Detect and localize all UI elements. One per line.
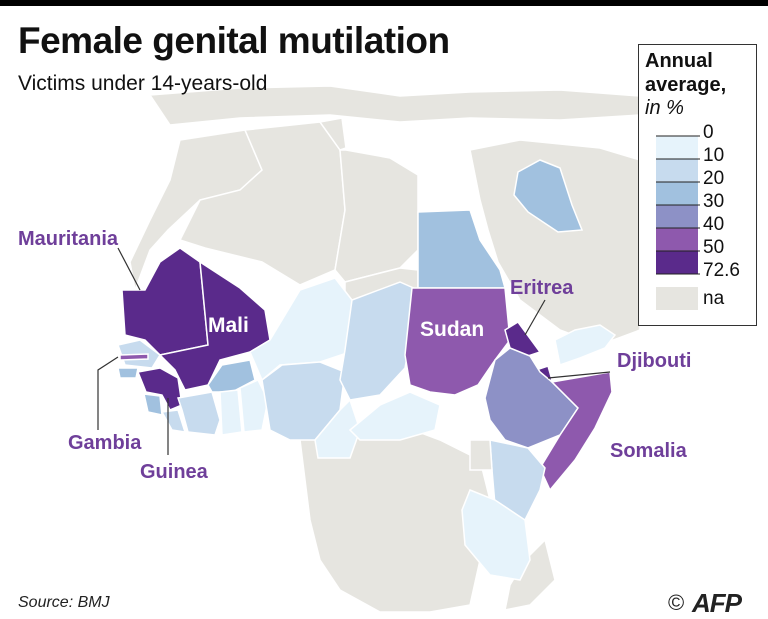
label-somalia: Somalia xyxy=(610,440,687,462)
kenya xyxy=(489,439,546,522)
legend-title: Annual average, xyxy=(645,49,726,97)
legend: Annual average, in % 0 10 20 30 40 50 72… xyxy=(638,44,757,326)
label-gambia: Gambia xyxy=(68,432,142,454)
togo-benin xyxy=(239,379,269,433)
libya xyxy=(334,149,419,283)
legend-swatch-0-10 xyxy=(656,136,698,159)
legend-title-line1: Annual xyxy=(645,50,713,72)
label-sudan: Sudan xyxy=(420,318,485,341)
legend-swatch-50-72 xyxy=(656,251,698,274)
uganda xyxy=(469,439,493,471)
liberia xyxy=(160,409,187,433)
afp-logo: AFP xyxy=(692,588,742,618)
tunisia xyxy=(318,117,347,151)
legend-tick-30: 30 xyxy=(703,191,725,212)
gambia-leader xyxy=(97,356,119,430)
ghana xyxy=(219,389,243,436)
guinea xyxy=(136,367,183,411)
data-countries xyxy=(117,159,617,581)
mauritania-leader xyxy=(117,247,141,291)
legend-swatch-na xyxy=(656,287,698,310)
legend-unit: in % xyxy=(645,97,684,119)
gambia xyxy=(119,353,149,361)
legend-swatch-30-40 xyxy=(656,205,698,228)
legend-na-label: na xyxy=(703,288,725,309)
legend-tick-20: 20 xyxy=(703,168,725,189)
burkina-faso xyxy=(207,359,256,393)
eritrea xyxy=(504,320,542,357)
legend-swatch-20-30 xyxy=(656,182,698,205)
legend-swatches xyxy=(656,135,700,310)
source-note: Source: BMJ xyxy=(18,594,110,611)
yemen xyxy=(554,324,617,366)
sudan xyxy=(404,287,511,396)
top-rule xyxy=(0,0,768,6)
middle-east-land xyxy=(469,139,641,346)
leader-lines xyxy=(97,247,611,455)
label-mauritania: Mauritania xyxy=(18,228,119,250)
legend-tick-72: 72.6 xyxy=(703,260,740,281)
legend-tick-40: 40 xyxy=(703,214,725,235)
copyright-symbol: © xyxy=(668,590,685,615)
tanzania xyxy=(461,489,531,581)
legend-swatch-40-50 xyxy=(656,228,698,251)
label-djibouti: Djibouti xyxy=(617,350,692,372)
legend-tick-0: 0 xyxy=(703,122,714,143)
chad-fgm xyxy=(339,281,419,401)
guinea-bissau xyxy=(117,367,139,379)
djibouti-leader xyxy=(547,371,611,379)
legend-title-line2: average, xyxy=(645,74,727,96)
mozambique xyxy=(504,538,556,611)
page-subtitle: Victims under 14-years-old xyxy=(18,72,268,95)
label-eritrea: Eritrea xyxy=(510,277,574,299)
eritrea-leader xyxy=(524,299,546,336)
mali xyxy=(158,260,271,391)
iraq xyxy=(513,159,584,233)
na-land xyxy=(129,85,641,613)
legend-tick-10: 10 xyxy=(703,145,725,166)
page-title: Female genital mutilation xyxy=(18,20,450,61)
somalia xyxy=(539,371,613,492)
label-guinea: Guinea xyxy=(140,461,208,483)
label-mali: Mali xyxy=(208,314,249,337)
central-african-republic xyxy=(348,391,441,441)
legend-tick-50: 50 xyxy=(703,237,725,258)
sierra-leone xyxy=(143,393,163,416)
legend-swatch-10-20 xyxy=(656,159,698,182)
